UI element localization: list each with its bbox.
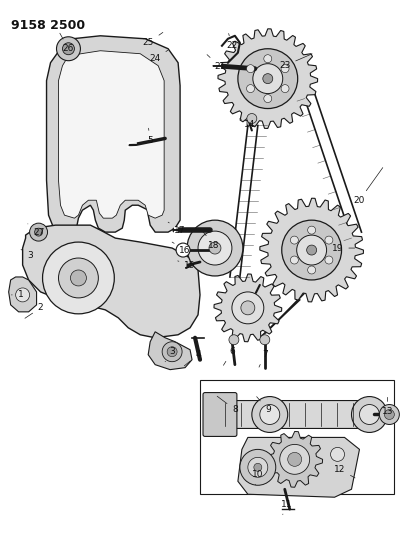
Text: 10: 10 [252,470,263,484]
Text: 18: 18 [202,230,220,249]
Polygon shape [260,198,363,302]
Circle shape [281,85,289,93]
Polygon shape [23,225,200,338]
Text: 24: 24 [150,50,168,63]
Circle shape [360,405,379,424]
Text: 2: 2 [25,303,44,318]
Circle shape [247,85,254,93]
Circle shape [307,245,316,255]
Circle shape [247,114,257,124]
Circle shape [162,342,182,362]
Polygon shape [238,438,360,497]
FancyBboxPatch shape [203,393,237,437]
Circle shape [282,220,342,280]
Circle shape [260,335,270,345]
Text: 20: 20 [354,167,383,205]
Circle shape [252,397,288,432]
Circle shape [308,266,316,274]
Circle shape [288,453,302,466]
Text: 23: 23 [279,54,312,70]
Circle shape [251,461,265,474]
Circle shape [384,409,395,419]
Circle shape [291,236,298,244]
FancyBboxPatch shape [208,400,367,429]
Circle shape [241,301,255,315]
Circle shape [291,256,298,264]
Circle shape [56,37,81,61]
Circle shape [187,220,243,276]
Circle shape [247,64,254,72]
Circle shape [58,258,98,298]
Circle shape [229,335,239,345]
Circle shape [330,447,344,462]
Text: 11: 11 [281,500,293,514]
Polygon shape [148,332,192,370]
Text: 26: 26 [60,33,74,53]
Circle shape [297,235,327,265]
Circle shape [325,256,333,264]
Circle shape [43,242,114,314]
Circle shape [379,405,399,424]
Circle shape [260,405,280,424]
Circle shape [248,457,268,477]
Text: 5: 5 [147,128,153,145]
Circle shape [35,228,43,236]
Polygon shape [267,431,323,487]
Bar [200,379,395,494]
Circle shape [264,55,272,63]
Text: 17: 17 [168,222,186,235]
Text: 7: 7 [259,350,268,367]
Circle shape [70,270,86,286]
Polygon shape [218,29,318,128]
Text: 27: 27 [28,224,44,237]
Text: 4: 4 [184,350,201,366]
Text: 19: 19 [332,244,355,253]
Text: 22: 22 [226,34,238,50]
Polygon shape [58,51,164,218]
Circle shape [254,463,262,471]
Circle shape [263,74,273,84]
Circle shape [240,449,276,485]
Polygon shape [9,277,37,312]
Text: 14: 14 [240,118,256,129]
Text: 12: 12 [334,465,355,478]
Circle shape [176,243,190,257]
Text: 9158 2500: 9158 2500 [11,19,85,32]
Circle shape [281,64,289,72]
Circle shape [280,445,309,474]
Circle shape [62,43,74,55]
Circle shape [167,347,177,357]
Text: 13: 13 [382,397,393,416]
Polygon shape [46,36,180,232]
Text: 21: 21 [207,54,226,71]
Circle shape [264,94,272,102]
Circle shape [253,63,283,94]
Circle shape [232,292,264,324]
Circle shape [16,288,30,302]
Circle shape [30,223,48,241]
Circle shape [198,231,232,265]
Text: 3: 3 [165,347,175,362]
Text: 8: 8 [217,396,238,414]
Circle shape [238,49,298,109]
Circle shape [351,397,388,432]
Polygon shape [214,274,282,342]
Circle shape [209,242,221,254]
Text: 9: 9 [256,397,271,414]
Circle shape [308,226,316,234]
Text: 16: 16 [172,242,191,255]
Text: 25: 25 [143,33,163,47]
Text: 3: 3 [21,249,33,260]
Text: 15: 15 [178,261,196,270]
Text: 1: 1 [12,290,23,300]
Circle shape [325,236,333,244]
Text: 6: 6 [224,347,235,365]
